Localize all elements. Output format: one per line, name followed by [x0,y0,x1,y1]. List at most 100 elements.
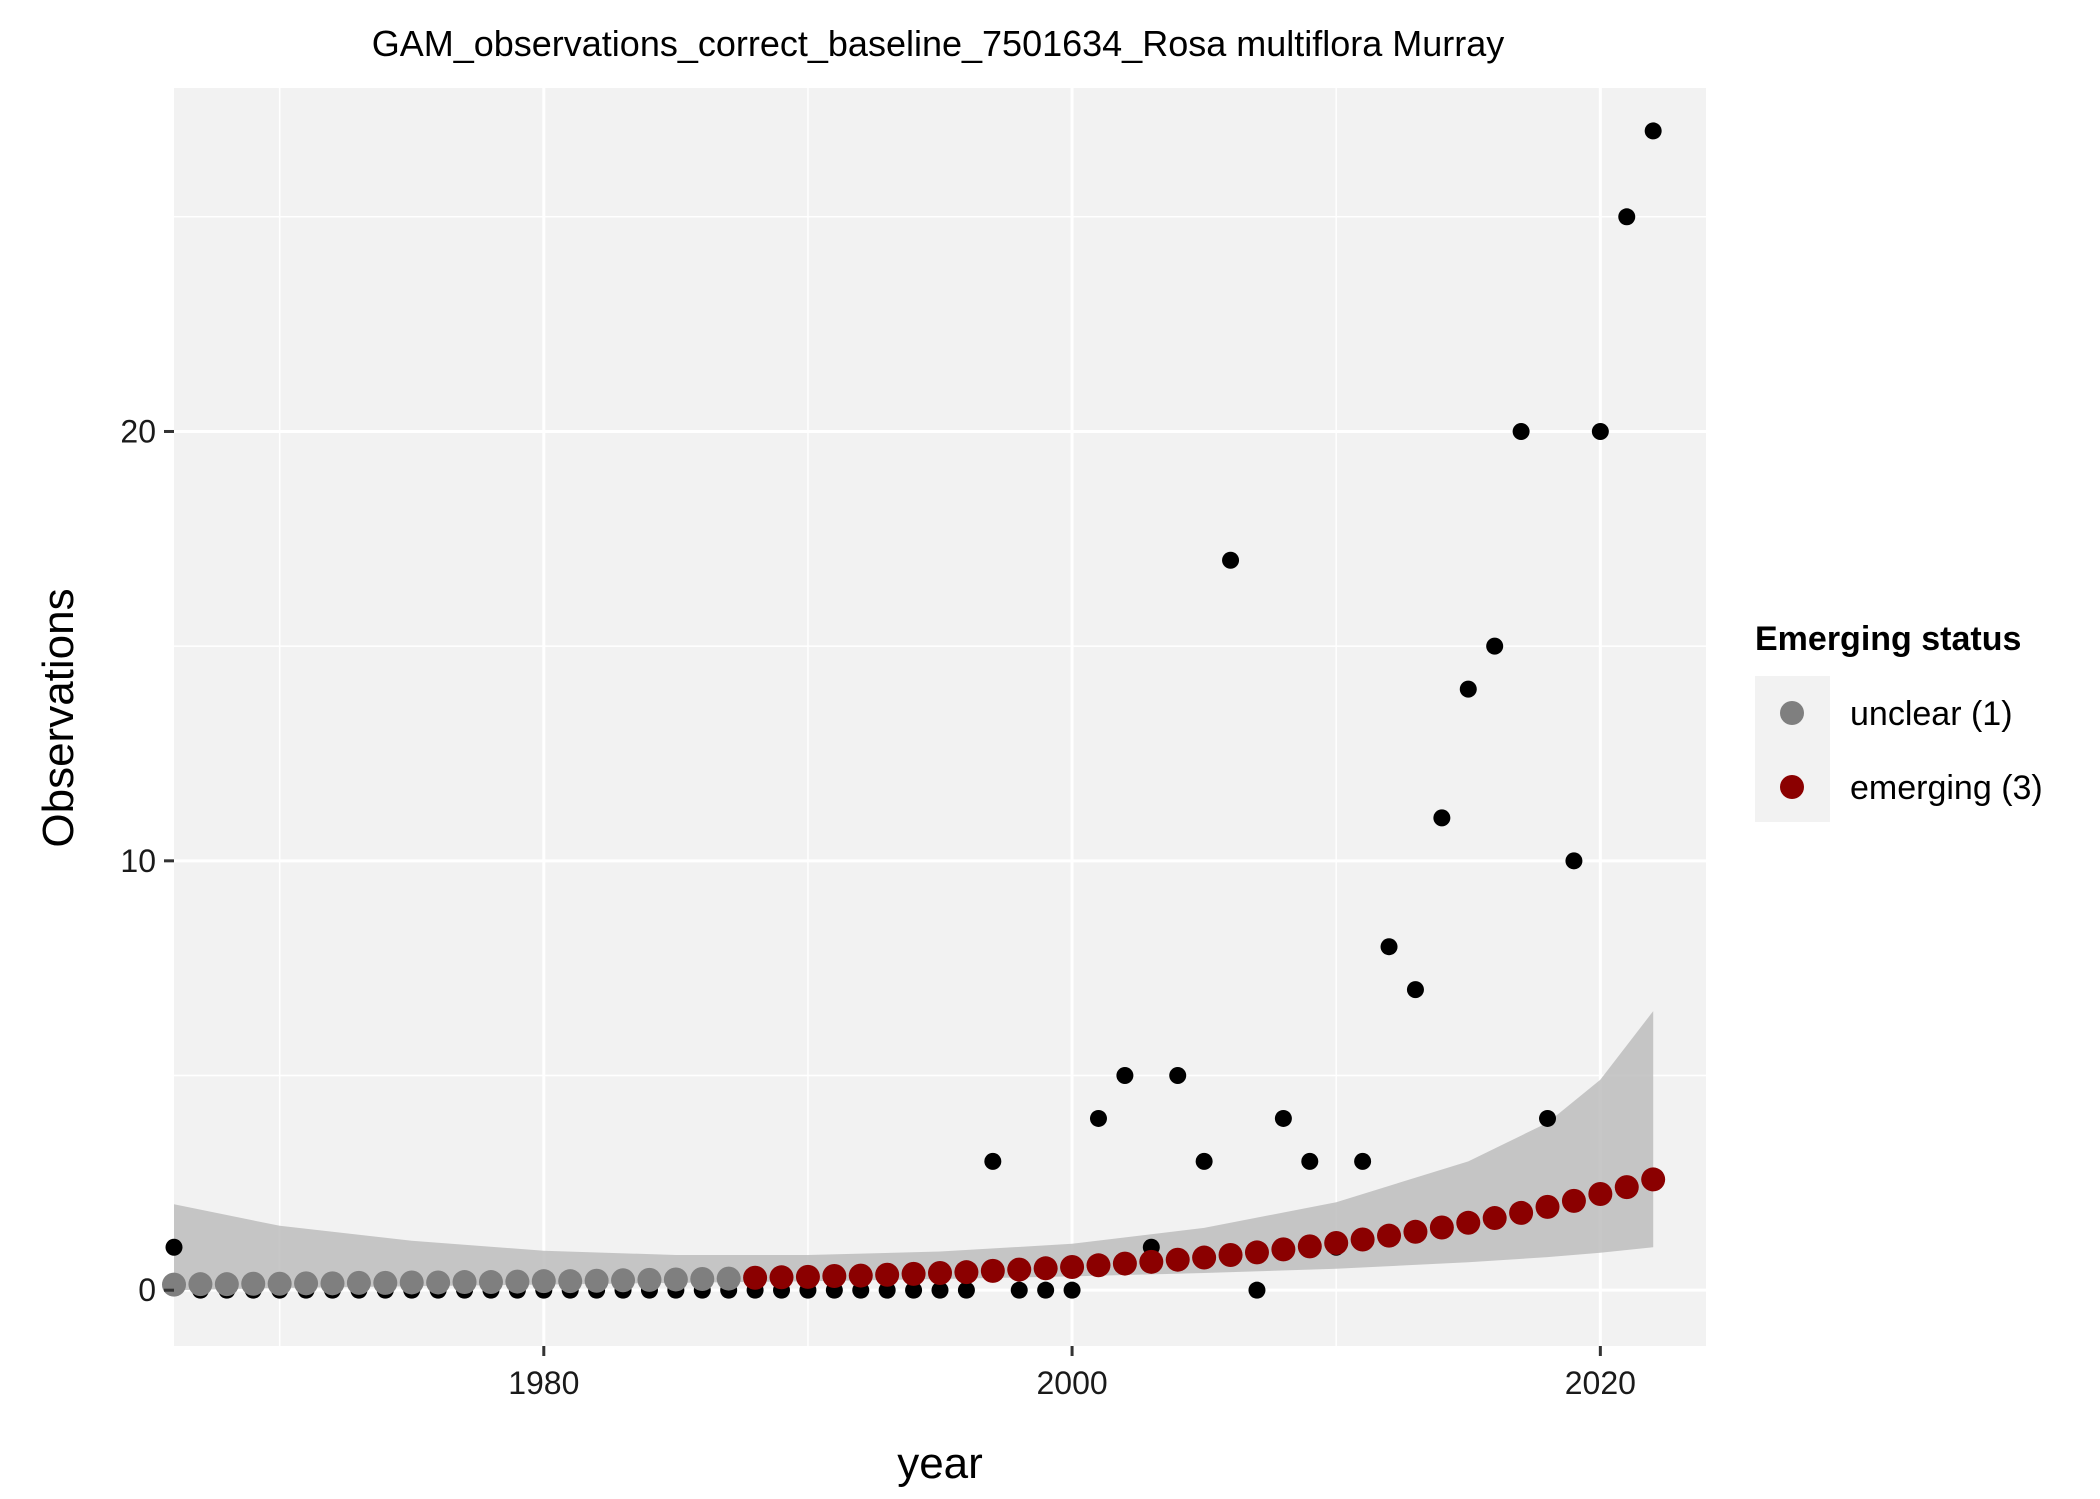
observation-point [1169,1067,1187,1085]
gam-fit-point [743,1265,768,1290]
gam-fit-point [294,1271,319,1296]
observation-point [1565,852,1583,870]
legend-key-unclear [1780,701,1804,725]
observation-point [984,1152,1002,1170]
gam-fit-point [1641,1167,1666,1192]
gam-fit-point [848,1263,873,1288]
gam-fit-point [214,1272,239,1297]
gam-fit-point [1324,1230,1349,1255]
confidence-band [174,1011,1654,1291]
gam-fit-point [980,1258,1005,1283]
gam-fit-point [531,1269,556,1294]
observation-point [1354,1152,1372,1170]
gam-fit-point [1165,1247,1190,1272]
gam-fit-point [690,1267,715,1292]
gam-fit-point [1112,1251,1137,1276]
gam-fit-point [1350,1227,1375,1252]
gam-fit-point [1244,1240,1269,1265]
y-tick-label: 0 [138,1272,156,1308]
gam-fit-point [162,1272,186,1297]
gam-fit-point [1588,1182,1613,1207]
x-tick-label: 2020 [1565,1365,1636,1401]
observation-point [957,1281,975,1299]
axes: 1980 2000 2020 0 10 20 [120,413,1636,1401]
gam-fit-point [188,1272,213,1297]
gam-fit-point [426,1270,451,1295]
observation-point [1459,680,1477,698]
gam-fit-point [901,1261,926,1286]
y-axis-title: Observations [34,588,83,847]
gam-fit-point [637,1267,662,1292]
legend-key-background [1755,676,1830,822]
gam-fit-point [558,1269,583,1294]
legend-title: Emerging status [1755,620,2021,658]
observation-point [1433,809,1451,827]
observation-point [1406,981,1424,999]
gam-fit-point [320,1271,345,1296]
plot-panel [174,88,1706,1346]
observation-point [1591,422,1609,440]
y-tick-label: 20 [120,413,156,449]
observation-point [1512,422,1530,440]
gam-fit-point [1033,1256,1058,1281]
gam-fit-point [584,1268,609,1293]
observation-point [1644,122,1662,140]
x-tick-label: 1980 [508,1365,579,1401]
observation-point [1089,1109,1107,1127]
gam-fit-point [1429,1215,1454,1240]
gam-fit-point [1060,1254,1085,1279]
gam-fit-point [1403,1219,1428,1244]
gam-fit-point [1482,1206,1507,1231]
gam-fit-point [822,1264,847,1289]
gam-fit-point [875,1262,900,1287]
observation-point [1010,1281,1028,1299]
gam-fit-point [716,1266,741,1291]
chart-title: GAM_observations_correct_baseline_750163… [372,23,1505,64]
legend: Emerging status unclear (1) emerging (3) [1755,620,2043,822]
observation-point [1037,1281,1055,1299]
gam-fit-point [1456,1210,1481,1235]
gam-fit-point [241,1271,266,1296]
confidence-band-layer [174,1011,1654,1291]
gam-fit-point [399,1270,424,1295]
observation-point [1301,1152,1319,1170]
gam-fit-point [267,1271,292,1296]
gam-fit-point [663,1267,688,1292]
gam-fit-point [769,1265,794,1290]
gam-fit-point [928,1261,952,1286]
observation-point [931,1281,949,1299]
gam-fit-point [1377,1223,1402,1248]
gam-fit-point [1535,1194,1560,1219]
observation-point [1116,1067,1134,1085]
gam-fit-point [954,1260,979,1285]
gam-fit-points-layer [162,1167,1666,1297]
observation-point [1222,551,1240,569]
x-tick-label: 2000 [1036,1365,1107,1401]
observation-point [1486,637,1504,655]
observation-point [1380,938,1398,956]
gam-fit-point [1086,1253,1111,1278]
gam-fit-point [1271,1237,1296,1262]
gam-fit-point [346,1270,371,1295]
gam-fit-point [1509,1200,1534,1225]
grid-minor [174,88,1706,1346]
gam-fit-point [795,1264,820,1289]
observation-point [1539,1109,1557,1127]
gam-fit-point [1139,1249,1164,1274]
legend-label-emerging: emerging (3) [1850,769,2043,807]
observation-point [1248,1281,1266,1299]
observation-point [1063,1281,1081,1299]
y-tick-label: 10 [120,843,156,879]
legend-key-emerging [1780,775,1804,799]
observation-point [1274,1109,1292,1127]
observation-point [1618,208,1636,226]
gam-fit-point [373,1270,398,1295]
observation-point [1195,1152,1213,1170]
gam-fit-point [611,1268,636,1293]
gam-fit-point [1192,1245,1217,1270]
gam-fit-point [478,1270,503,1295]
observation-point [905,1281,923,1299]
x-axis-title: year [897,1439,983,1488]
gam-fit-point [452,1270,477,1295]
